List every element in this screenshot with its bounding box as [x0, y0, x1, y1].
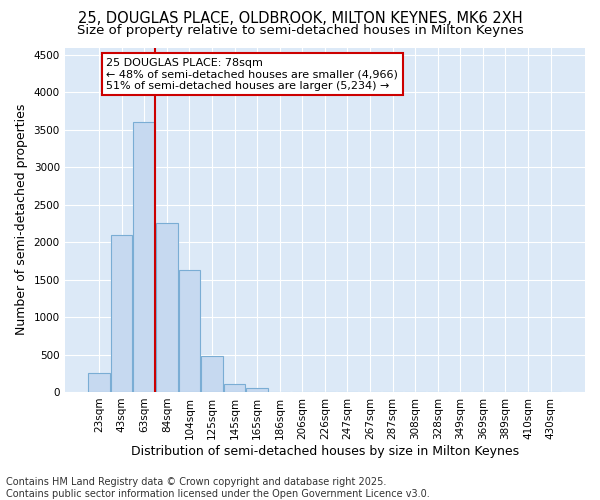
Bar — [224, 384, 245, 392]
Bar — [156, 224, 178, 392]
Bar — [201, 356, 223, 392]
Text: 25, DOUGLAS PLACE, OLDBROOK, MILTON KEYNES, MK6 2XH: 25, DOUGLAS PLACE, OLDBROOK, MILTON KEYN… — [77, 11, 523, 26]
Bar — [179, 270, 200, 392]
Bar — [133, 122, 155, 392]
Text: Size of property relative to semi-detached houses in Milton Keynes: Size of property relative to semi-detach… — [77, 24, 523, 37]
Bar — [247, 388, 268, 392]
Bar — [88, 373, 110, 392]
X-axis label: Distribution of semi-detached houses by size in Milton Keynes: Distribution of semi-detached houses by … — [131, 444, 519, 458]
Y-axis label: Number of semi-detached properties: Number of semi-detached properties — [15, 104, 28, 336]
Text: 25 DOUGLAS PLACE: 78sqm
← 48% of semi-detached houses are smaller (4,966)
51% of: 25 DOUGLAS PLACE: 78sqm ← 48% of semi-de… — [106, 58, 398, 91]
Bar — [111, 234, 133, 392]
Text: Contains HM Land Registry data © Crown copyright and database right 2025.
Contai: Contains HM Land Registry data © Crown c… — [6, 478, 430, 499]
